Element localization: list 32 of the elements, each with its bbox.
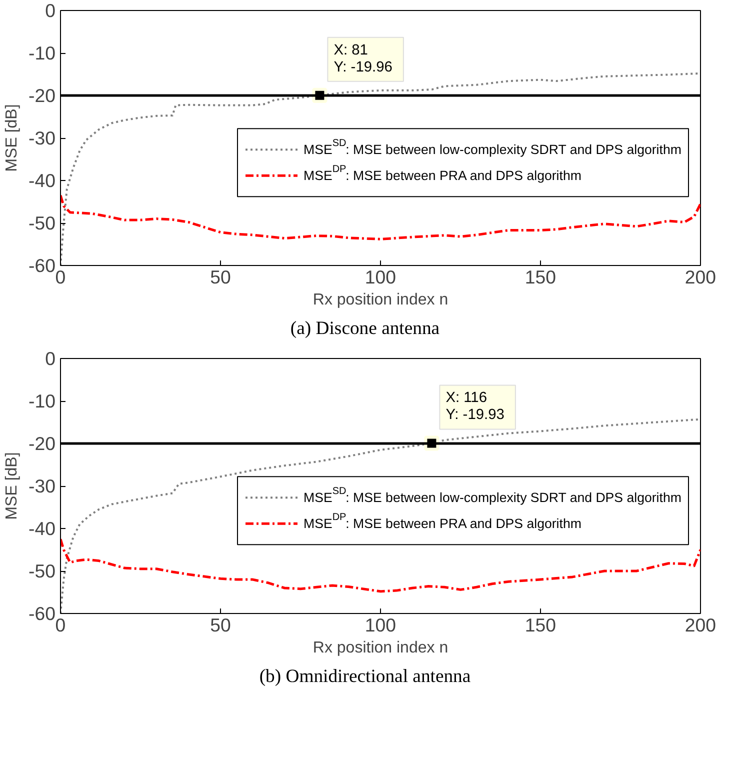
annotation: X: 81 Y: -19.96 (334, 42, 392, 76)
line-series (60, 194, 700, 240)
y-tick-label: -20 (28, 85, 56, 106)
y-axis-title: MSE [dB] (4, 104, 21, 172)
x-axis-title: Rx position index n (312, 639, 448, 656)
x-tick-label: 100 (364, 614, 396, 636)
x-tick-label: 50 (210, 614, 231, 636)
x-tick-label: 100 (364, 266, 396, 288)
x-tick-label: 200 (684, 266, 716, 288)
x-tick-label: 50 (210, 266, 231, 288)
y-tick-label: -20 (28, 432, 56, 454)
y-tick-label: -50 (28, 560, 56, 582)
y-tick-label: 0 (45, 0, 56, 21)
y-tick-label: -40 (28, 518, 56, 539)
x-axis-title: Rx position index n (312, 292, 448, 308)
y-tick-label: -10 (28, 42, 56, 64)
line-series (60, 538, 700, 592)
annotation: X: 116 Y: -19.93 (446, 390, 504, 423)
y-tick-label: -60 (28, 602, 56, 624)
y-tick-label: -30 (28, 475, 56, 496)
x-tick-label: 150 (524, 614, 556, 636)
y-tick-label: -50 (28, 212, 56, 234)
y-tick-label: -10 (28, 390, 56, 412)
text: (b) Omnidirectional antenna (259, 664, 471, 689)
x-tick-label: 150 (524, 266, 556, 288)
y-tick-label: -60 (28, 255, 56, 276)
y-axis-title: MSE [dB] (4, 452, 21, 520)
y-tick-label: 0 (45, 348, 56, 369)
text: (a) Discone antenna (290, 317, 440, 341)
y-tick-label: -40 (28, 170, 56, 191)
x-tick-label: 200 (684, 614, 716, 636)
y-tick-label: -30 (28, 128, 56, 148)
